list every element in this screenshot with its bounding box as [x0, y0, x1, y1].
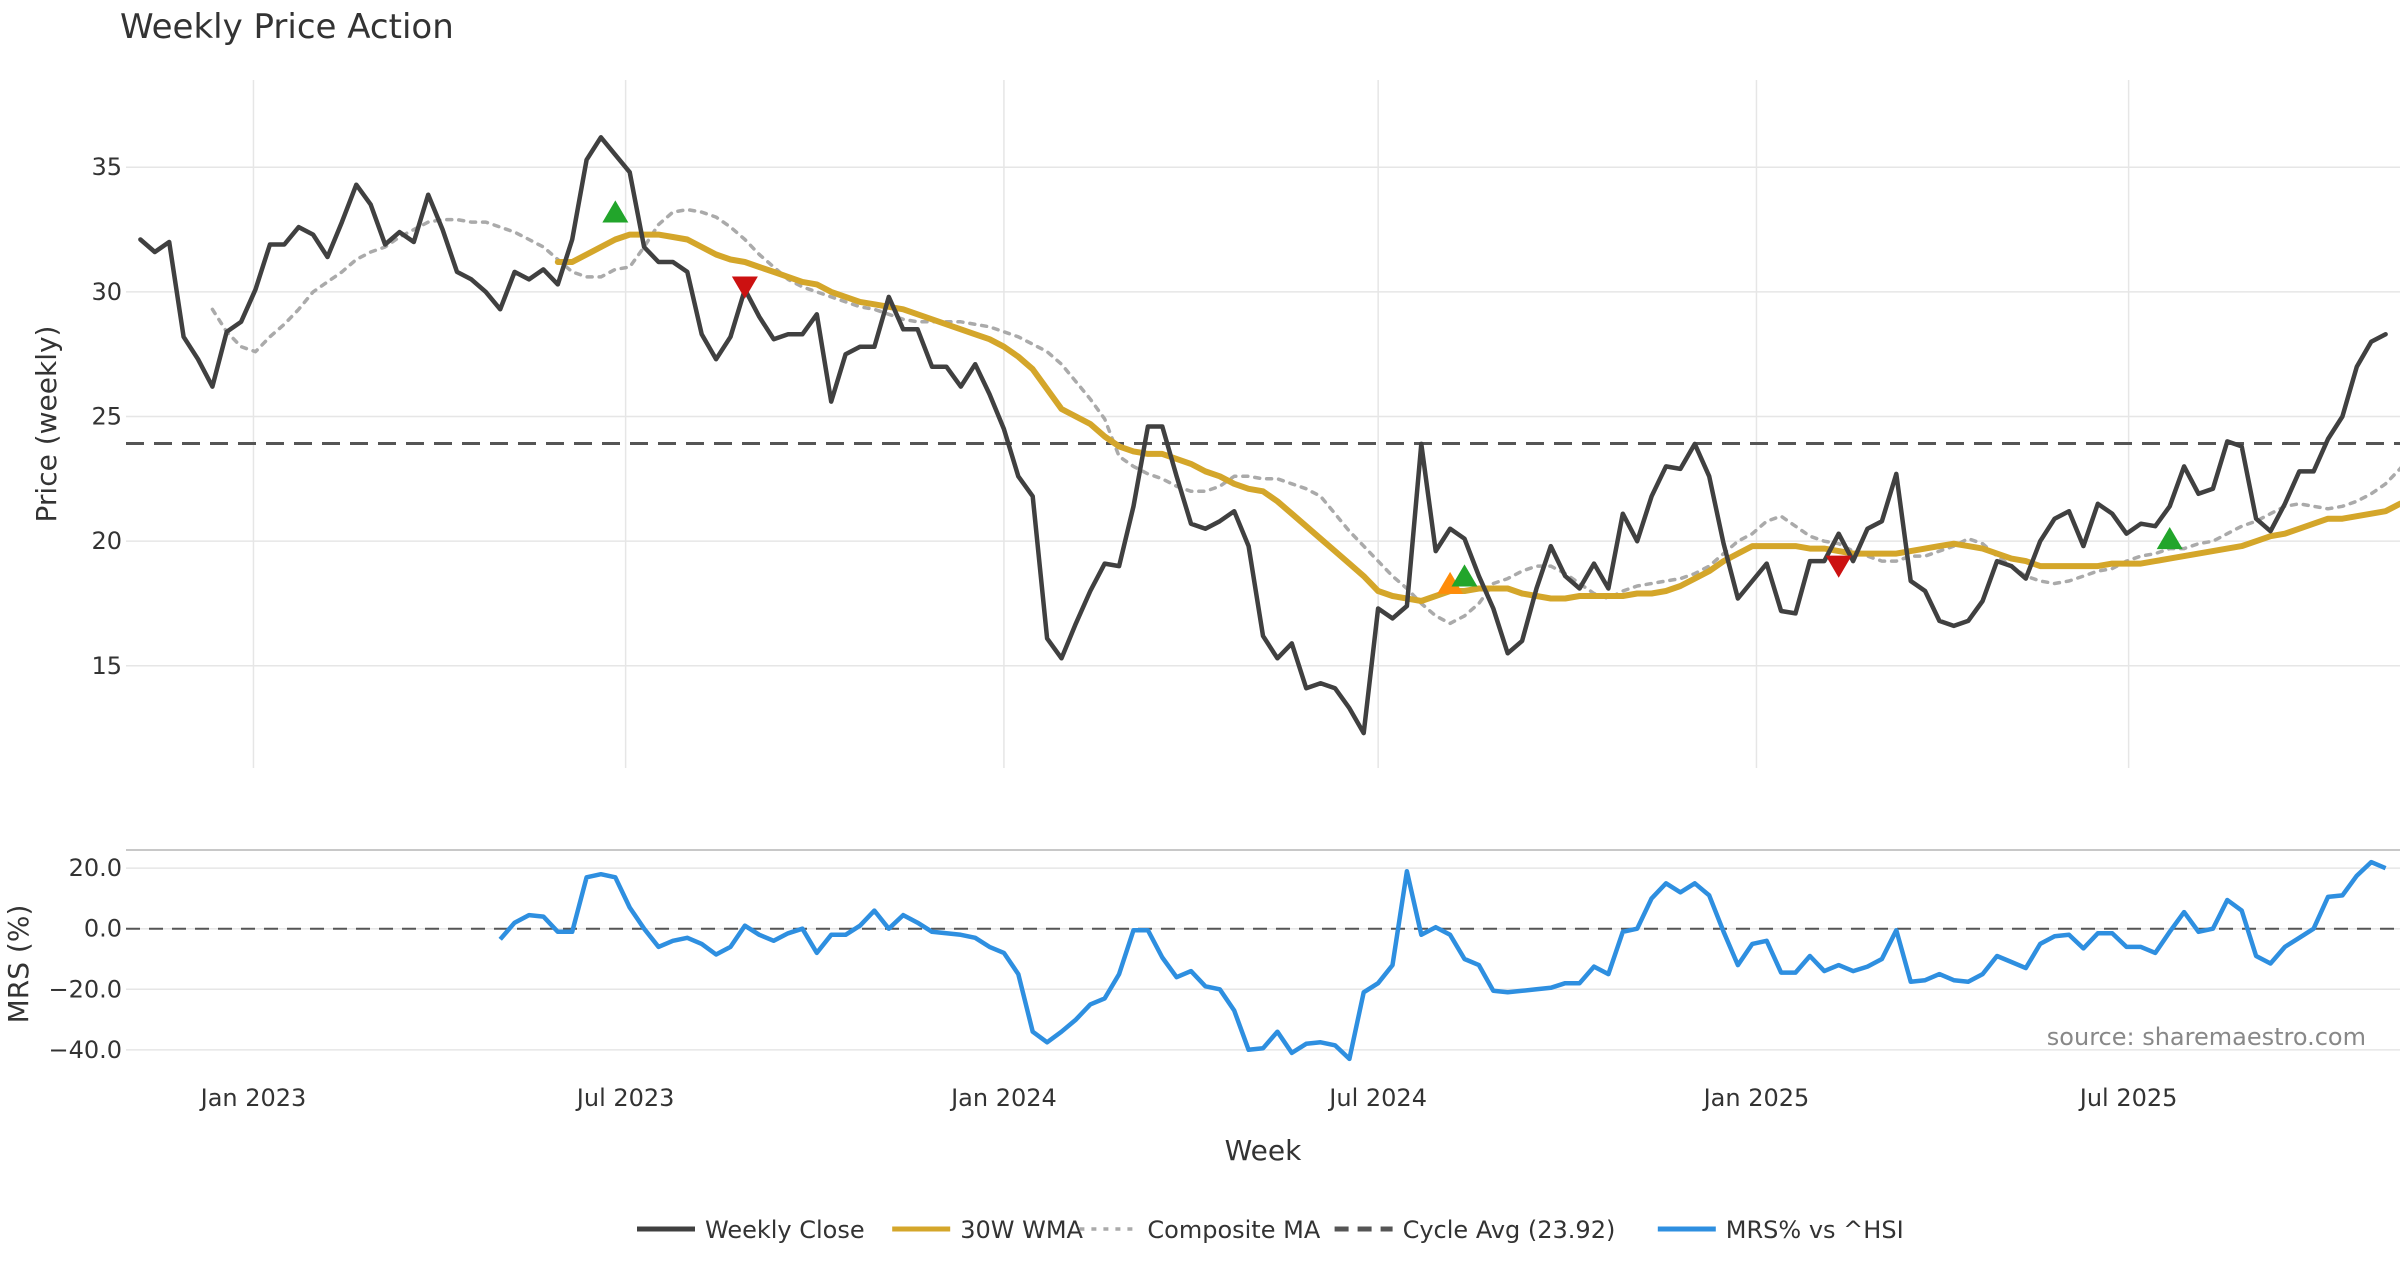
- signal-marker-up-0: [602, 200, 629, 223]
- x-tick-1: Jul 2023: [575, 1084, 675, 1112]
- signal-marker-down-1: [731, 276, 758, 299]
- chart-title: Weekly Price Action: [120, 7, 454, 47]
- legend-label-4: MRS% vs ^HSI: [1726, 1216, 1904, 1244]
- legend-label-2: Composite MA: [1147, 1216, 1320, 1244]
- x-axis-ticks: Jan 2023 Jul 2023 Jan 2024 Jul 2024 Jan 2025…: [199, 1084, 2178, 1112]
- legend-label-1: 30W WMA: [960, 1216, 1083, 1244]
- x-tick-4: Jan 2025: [1702, 1084, 1810, 1112]
- price-series: [138, 135, 2400, 736]
- mrs-y-tick-1: 0.0: [84, 915, 122, 943]
- price-y-ticks: 15 20 25 30 35: [91, 153, 122, 680]
- series-composite-ma: [210, 207, 2400, 626]
- signal-marker-up-5: [2156, 526, 2183, 550]
- x-tick-0: Jan 2023: [199, 1084, 307, 1112]
- x-tick-2: Jan 2024: [949, 1084, 1057, 1112]
- legend: Weekly Close 30W WMA Composite MA Cycle Avg…: [637, 1216, 1904, 1244]
- price-y-tick-2: 25: [91, 403, 122, 431]
- mrs-series: [498, 859, 2387, 1062]
- price-y-tick-4: 35: [91, 153, 122, 181]
- signal-markers: [602, 200, 2183, 594]
- mrs-y-ticks: 20.0 0.0 −20.0 −40.0: [48, 854, 122, 1064]
- price-y-axis-title: Price (weekly): [30, 326, 63, 523]
- legend-label-3: Cycle Avg (23.92): [1403, 1216, 1616, 1244]
- series-30w-wma: [554, 231, 2400, 604]
- x-tick-3: Jul 2024: [1327, 1084, 1427, 1112]
- signal-marker-down-4: [1825, 555, 1852, 578]
- mrs-y-tick-0: 20.0: [69, 854, 122, 882]
- price-y-tick-3: 30: [91, 278, 122, 306]
- x-axis-title: Week: [1225, 1134, 1302, 1167]
- x-tick-5: Jul 2025: [2078, 1084, 2178, 1112]
- series-weekly-close: [138, 135, 2388, 736]
- signal-marker-up-2: [1437, 571, 1464, 594]
- price-y-tick-1: 20: [91, 527, 122, 555]
- price-y-tick-0: 15: [91, 652, 122, 680]
- signal-marker-up-3: [1451, 564, 1478, 587]
- legend-label-0: Weekly Close: [705, 1216, 865, 1244]
- mrs-y-tick-3: −40.0: [48, 1036, 122, 1064]
- mrs-y-axis-title: MRS (%): [2, 905, 35, 1024]
- mrs-y-tick-2: −20.0: [48, 975, 122, 1003]
- series-mrs-vs-hsi: [498, 859, 2387, 1062]
- source-note: source: sharemaestro.com: [2047, 1023, 2366, 1051]
